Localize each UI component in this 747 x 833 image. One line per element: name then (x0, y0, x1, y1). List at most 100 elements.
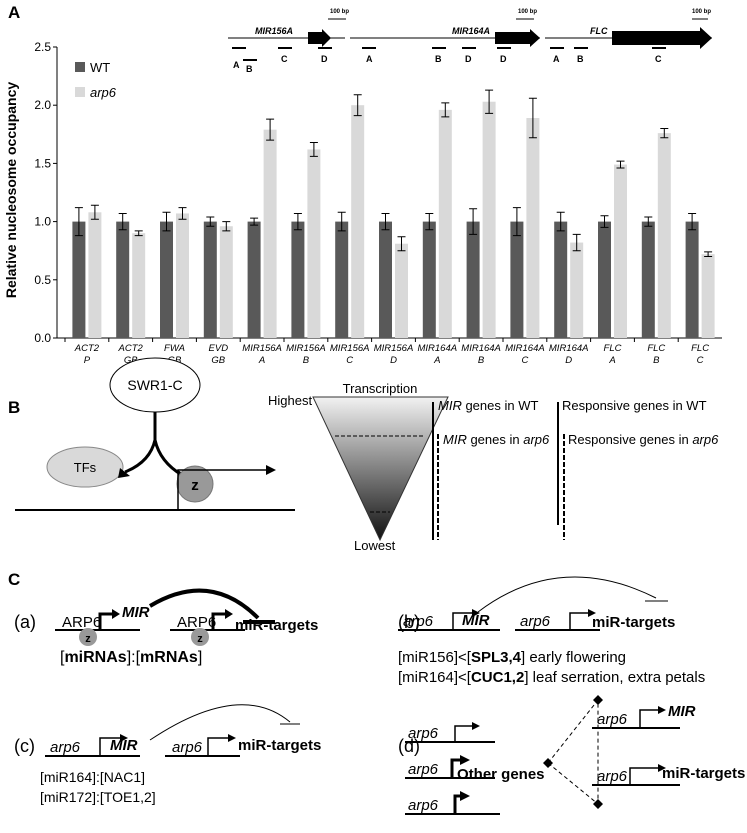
region: A (233, 60, 240, 70)
gene: arp6 (408, 725, 439, 742)
region: D (321, 54, 328, 64)
gene: ARP6 (177, 614, 216, 631)
x-tick-label: MIR156A (330, 343, 370, 354)
x-tick-label: P (84, 355, 91, 366)
item-label: (c) (14, 736, 35, 756)
bar (263, 129, 277, 338)
error-bar (74, 207, 83, 237)
bar (554, 221, 568, 338)
gene: miR-targets (235, 617, 318, 634)
item-label: (b) (398, 612, 420, 632)
complex-label: SWR1-C (127, 377, 182, 393)
gene-name: FLC (590, 26, 608, 36)
x-tick-label: B (303, 355, 310, 366)
bar (685, 221, 699, 338)
x-tick-label: FLC (604, 343, 622, 354)
z-label: z (197, 633, 203, 645)
bar (379, 221, 392, 338)
bar (176, 213, 189, 338)
gene: arp6 (403, 613, 434, 630)
x-tick-label: D (565, 355, 572, 366)
bar (351, 105, 365, 338)
bar (482, 101, 496, 338)
bar (160, 221, 173, 338)
text: miRNAs (64, 649, 126, 666)
x-tick-label: A (258, 355, 265, 366)
legend-swatch (75, 87, 85, 97)
region: A (553, 54, 560, 64)
resp-wt: Responsive genes in WT (562, 398, 707, 413)
x-tick-label: FWA (164, 343, 185, 354)
bar (72, 221, 86, 338)
text: CUC1,2 (471, 669, 524, 686)
region: D (465, 54, 472, 64)
text: genes in (467, 432, 523, 447)
x-tick-label: C (697, 355, 704, 366)
bar-chart: Relative nucleosome occupancy 0.0 0.5 1.0 1… (3, 40, 722, 366)
x-tick-label: ACT2 (74, 343, 100, 354)
text: MIR (443, 432, 467, 447)
text: SPL3,4 (471, 649, 522, 666)
y-axis-label: Relative nucleosome occupancy (3, 82, 19, 299)
gene: miR-targets (662, 765, 745, 782)
resp-arp6: Responsive genes in arp6 (568, 432, 719, 447)
bar (570, 242, 584, 338)
gene: MIR (462, 612, 490, 629)
x-tick-label: FLC (647, 343, 665, 354)
y-tick-label: 2.0 (34, 98, 51, 112)
gene-map: MIR156A 100 bp A B C D MIR164A 100 bp A … (228, 9, 712, 74)
error-bar (134, 230, 143, 237)
error-bar (528, 97, 537, 139)
gene: MIR (668, 703, 696, 720)
x-tick-label: D (390, 355, 397, 366)
z-label: z (85, 633, 91, 645)
bar (526, 118, 540, 338)
gene: arp6 (408, 797, 439, 814)
y-tick-label: 1.5 (34, 156, 51, 170)
error-bar (381, 212, 390, 231)
text: ] early flowering (521, 649, 626, 666)
panel-c: (a) ARP6 MIR ARP6 miR-targets z z [miRNA… (14, 576, 745, 815)
item-label: (a) (14, 612, 36, 632)
text: ] (198, 649, 202, 666)
bar (203, 221, 217, 338)
error-bar (162, 211, 171, 232)
x-tick-label: B (478, 355, 485, 366)
panel-label: C (8, 570, 20, 589)
error-bar (250, 217, 259, 226)
bar (291, 221, 305, 338)
gene: MIR (122, 604, 150, 621)
panel-label: B (8, 398, 20, 417)
error-bar (600, 215, 609, 228)
other-genes: Other genes (457, 766, 545, 783)
error-bar (118, 212, 127, 231)
gene: MIR (110, 737, 138, 754)
legend-swatch (75, 62, 85, 72)
error-bar (206, 216, 215, 227)
error-bar (469, 208, 478, 235)
region: C (655, 54, 662, 64)
error-bar (178, 207, 187, 220)
tfs-label: TFs (74, 460, 97, 475)
x-tick-label: A (608, 355, 615, 366)
text: ] leaf serration, extra petals (524, 669, 705, 686)
text: [miR164]<[ (398, 669, 472, 686)
pair: [miR172]:[TOE1,2] (40, 789, 156, 805)
x-tick-label: C (521, 355, 528, 366)
region: B (246, 64, 253, 74)
error-bar (441, 102, 450, 118)
x-tick-label: MIR164A (549, 343, 589, 354)
ratio: [miRNAs]:[mRNAs] (60, 649, 202, 666)
x-tick-label: EVD (209, 343, 229, 354)
x-tick-label: C (346, 355, 353, 366)
region: C (281, 54, 288, 64)
gene: arp6 (520, 613, 551, 630)
gene: arp6 (597, 768, 628, 785)
region: B (577, 54, 584, 64)
error-bar (512, 207, 521, 237)
error-bar (293, 212, 302, 231)
gene: ARP6 (62, 614, 101, 631)
error-bar (90, 204, 99, 220)
error-bar (485, 89, 494, 114)
